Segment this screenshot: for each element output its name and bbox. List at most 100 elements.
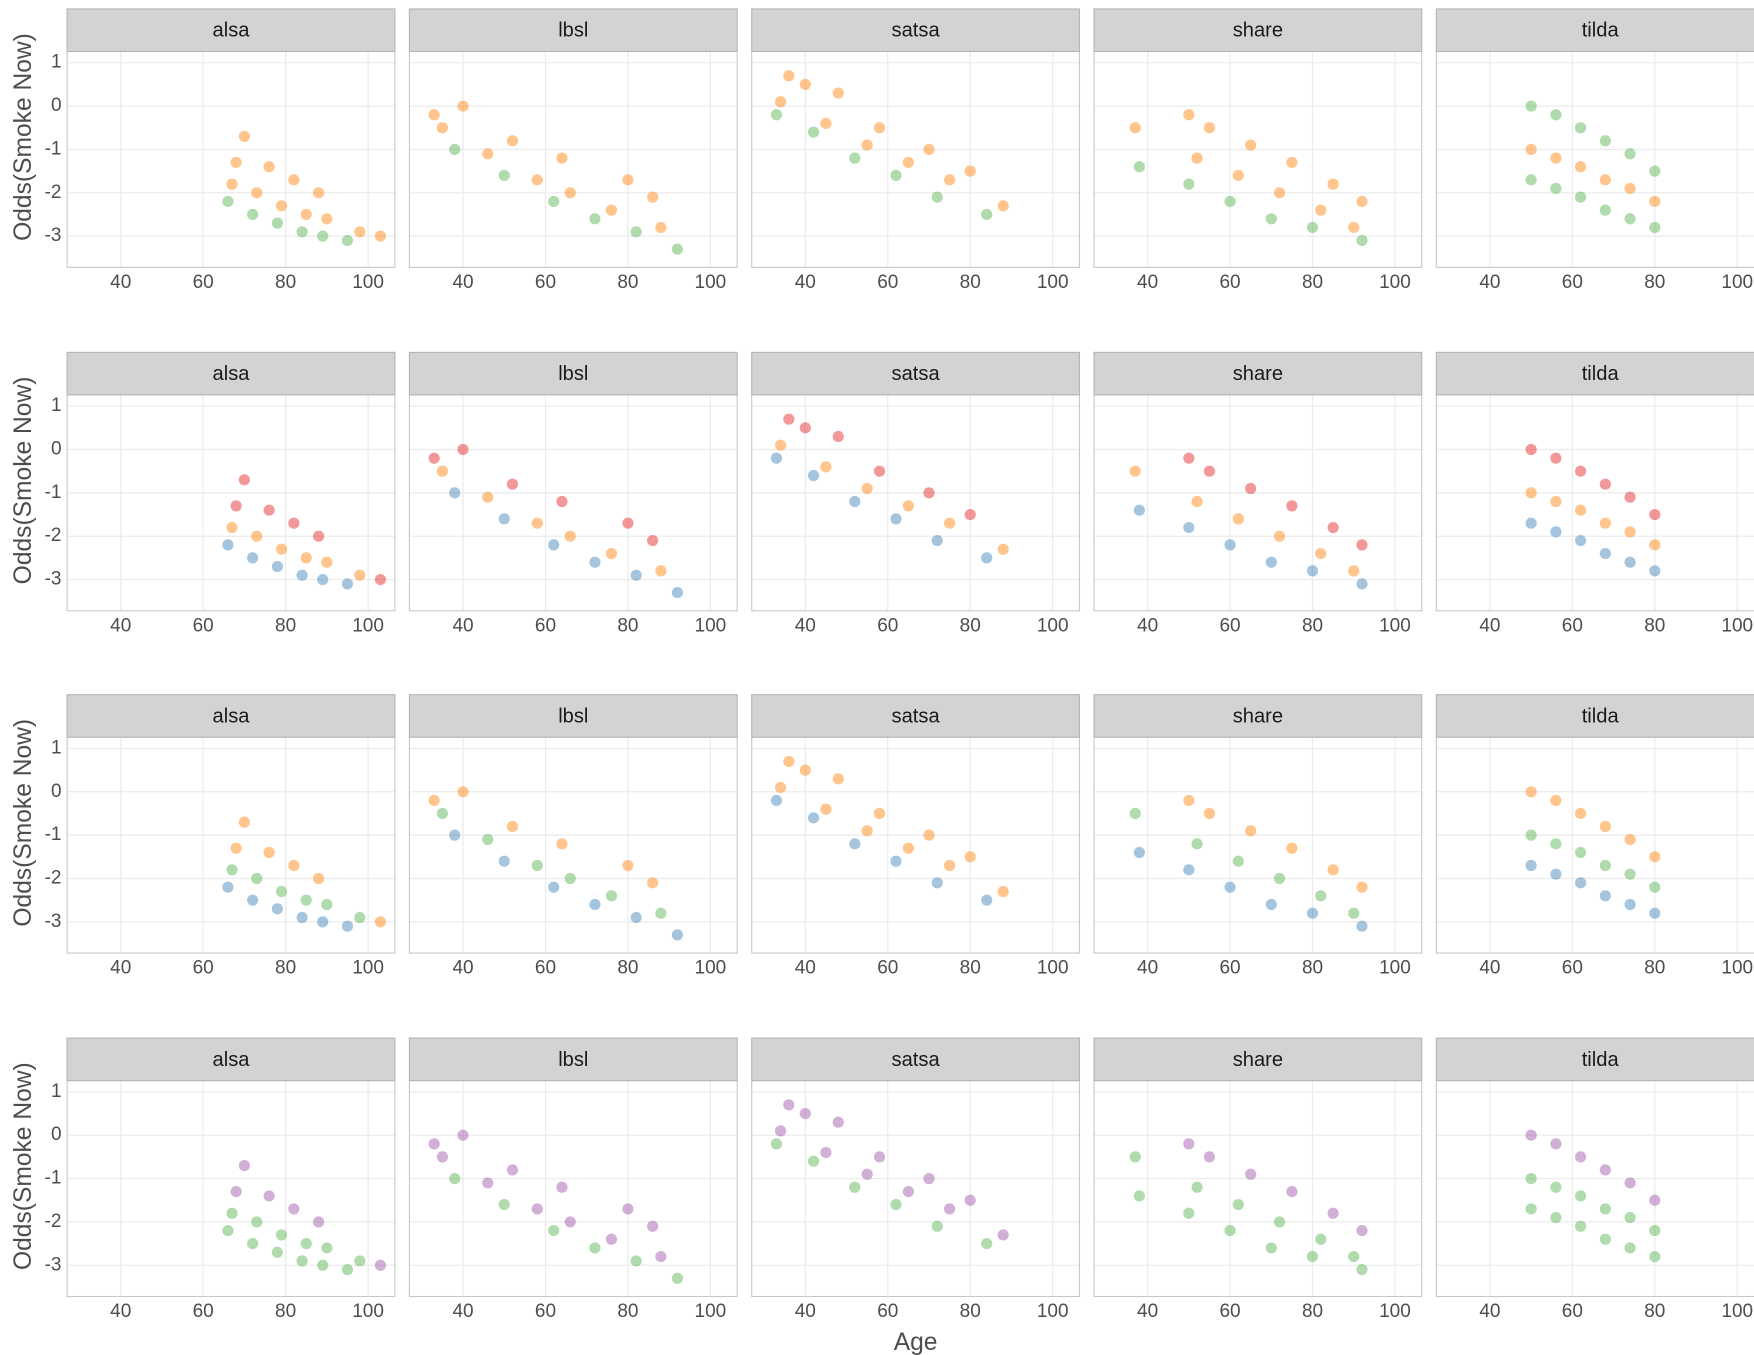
strip	[1093, 1037, 1423, 1082]
x-tick-label: 100	[695, 1301, 727, 1322]
point	[1183, 452, 1195, 464]
x-tick-label: 100	[695, 272, 727, 293]
point	[1224, 539, 1236, 551]
point	[226, 178, 238, 190]
point	[1525, 174, 1537, 186]
point	[873, 1151, 886, 1163]
point	[317, 1259, 329, 1271]
x-tick-label: 100	[1379, 958, 1411, 979]
point	[647, 191, 659, 203]
x-axis-label: Age	[894, 1329, 938, 1355]
point	[374, 573, 387, 586]
point	[1550, 495, 1562, 508]
point	[1129, 807, 1141, 820]
x-tick-label: 100	[352, 1301, 384, 1322]
x-tick-label: 60	[1219, 272, 1240, 293]
x-tick-label: 60	[535, 958, 556, 979]
point	[820, 117, 832, 130]
point	[873, 465, 886, 477]
x-tick-label: 100	[1721, 1301, 1753, 1322]
point	[275, 1229, 288, 1241]
point	[630, 569, 642, 581]
point	[226, 521, 238, 534]
strip-label: lbsl	[558, 705, 588, 727]
point	[1525, 517, 1537, 529]
point	[1575, 877, 1587, 889]
point	[354, 569, 366, 581]
point	[630, 1255, 642, 1267]
point	[931, 191, 943, 203]
point	[300, 208, 312, 221]
point	[238, 474, 250, 486]
point	[564, 1216, 576, 1228]
panel-background	[409, 51, 738, 268]
point	[655, 221, 667, 234]
point	[902, 500, 914, 512]
point	[655, 907, 667, 919]
point	[1649, 1225, 1661, 1237]
point	[622, 517, 634, 529]
panel-background	[751, 51, 1080, 268]
point	[271, 217, 283, 229]
strip-label: satsa	[892, 363, 941, 385]
strip-label: satsa	[892, 1049, 941, 1071]
point	[770, 452, 783, 464]
point	[288, 517, 300, 529]
point	[622, 1203, 634, 1215]
x-tick-label: 40	[1137, 272, 1158, 293]
x-tick-label: 80	[617, 1301, 638, 1322]
x-tick-label: 40	[1137, 958, 1158, 979]
point	[1550, 109, 1562, 121]
point	[374, 230, 387, 242]
panel-background	[67, 1080, 395, 1297]
point	[1624, 1242, 1636, 1254]
strip	[408, 694, 738, 738]
point	[630, 911, 642, 924]
point	[1525, 100, 1537, 112]
point	[1327, 1207, 1339, 1219]
x-tick-label: 60	[1562, 615, 1583, 636]
point	[1550, 1211, 1562, 1224]
strip	[1435, 8, 1754, 53]
strip-label: lbsl	[558, 20, 588, 42]
point	[902, 1185, 914, 1198]
point	[564, 530, 576, 542]
point	[1525, 1129, 1537, 1141]
point	[341, 234, 354, 247]
y-tick-label: -1	[45, 482, 62, 503]
point	[849, 495, 861, 508]
point	[849, 838, 861, 850]
point	[1232, 855, 1244, 867]
point	[222, 1225, 234, 1237]
point	[313, 872, 325, 885]
point	[449, 1172, 461, 1185]
point	[247, 1238, 259, 1250]
point	[589, 556, 601, 568]
x-tick-label: 40	[1137, 615, 1158, 636]
point	[341, 920, 354, 932]
point	[861, 482, 873, 495]
point	[506, 1164, 519, 1176]
point	[1191, 1181, 1203, 1193]
point	[1286, 500, 1298, 512]
point	[354, 911, 366, 924]
point	[1203, 807, 1216, 820]
y-tick-label: -2	[45, 525, 62, 546]
point	[1525, 1172, 1537, 1185]
point	[428, 452, 440, 464]
point	[498, 1198, 510, 1211]
x-tick-label: 60	[193, 958, 214, 979]
point	[1550, 182, 1562, 195]
strip	[1435, 351, 1754, 396]
point	[981, 208, 993, 221]
point	[1624, 148, 1636, 160]
y-tick-label: 1	[51, 1081, 62, 1102]
strip	[1435, 1037, 1754, 1082]
x-tick-label: 100	[1721, 272, 1753, 293]
y-tick-label: -1	[45, 138, 62, 159]
point	[1525, 786, 1537, 798]
point	[436, 807, 448, 820]
point	[296, 1255, 308, 1267]
strip-label: alsa	[213, 1049, 251, 1071]
x-tick-label: 80	[1302, 958, 1323, 979]
